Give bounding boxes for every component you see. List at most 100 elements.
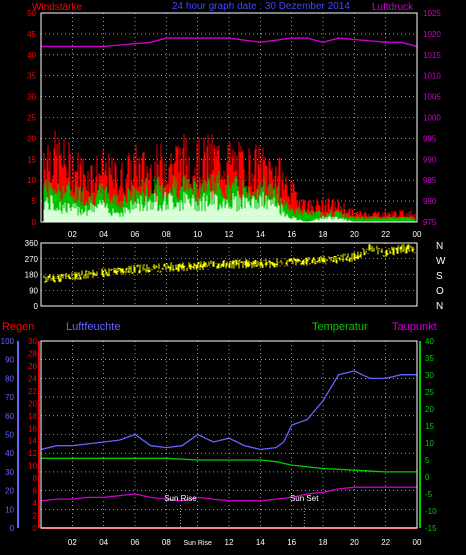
rain-y-tick-label: 4	[33, 499, 38, 508]
climate-x-tick-label: 08	[162, 538, 171, 547]
rain-y-tick-label: 22	[28, 387, 37, 396]
wind-x-tick-label: 12	[225, 230, 234, 239]
wind-y-tick-label: 5	[32, 197, 37, 206]
humidity-y-tick-label: 40	[5, 449, 14, 458]
climate-x-tick-label: Sun Rise	[183, 540, 212, 547]
temperatur-label: Temperatur	[312, 321, 368, 333]
compass-label: N	[436, 241, 443, 252]
wind-y-tick-label: 10	[27, 176, 36, 185]
temperature-y-tick-label: 30	[425, 371, 434, 380]
temperature-y-tick-label: 35	[425, 354, 434, 363]
direction-y-tick-label: 360	[25, 239, 39, 248]
climate-x-tick-label: 00	[413, 538, 422, 547]
rain-y-tick-label: 6	[33, 487, 38, 496]
direction-frame	[40, 242, 418, 307]
humidity-y-tick-label: 10	[5, 505, 14, 514]
compass-label: O	[436, 286, 444, 297]
climate-x-tick-label: 18	[319, 538, 328, 547]
temperature-line	[41, 457, 417, 473]
graph-date-title: 24 hour graph date : 30 Dezember 2014	[172, 1, 350, 12]
pressure-y-tick-label: 985	[423, 176, 437, 185]
luftdruck-title: Luftdruck	[372, 2, 414, 13]
climate-x-tick-label: 02	[68, 538, 77, 547]
wind-y-tick-label: 30	[27, 93, 36, 102]
pressure-y-tick-label: 990	[423, 155, 437, 164]
taupunkt-label: Taupunkt	[392, 321, 437, 333]
humidity-y-tick-label: 100	[1, 337, 15, 346]
climate-x-tick-label: 20	[350, 538, 359, 547]
wind-chart: 0510152025303540455097598098599099510001…	[27, 9, 441, 239]
wind-x-tick-label: 10	[193, 230, 202, 239]
humidity-line	[40, 370, 417, 451]
direction-y-tick-label: 90	[29, 286, 38, 295]
regen-label: Regen	[2, 321, 34, 333]
windstaerke-title: Windstärke	[32, 2, 82, 13]
rain-y-tick-label: 0	[33, 524, 38, 533]
climate-x-tick-label: 12	[225, 538, 234, 547]
pressure-y-tick-label: 1000	[423, 114, 441, 123]
pressure-line	[41, 37, 418, 48]
luftfeuchte-label: Luftfeuchte	[66, 321, 120, 333]
rain-y-tick-label: 10	[28, 462, 37, 471]
wind-y-tick-label: 15	[27, 155, 36, 164]
pressure-y-tick-label: 1005	[423, 93, 441, 102]
climate-x-tick-label: 04	[99, 538, 108, 547]
direction-y-tick-label: 180	[25, 271, 39, 280]
temperature-y-tick-label: 10	[425, 439, 434, 448]
sun-set-annotation: Sun Set	[290, 494, 319, 503]
pressure-y-tick-label: 980	[423, 197, 437, 206]
climate-chart: 0102030405060708090100024681012141618202…	[1, 337, 437, 547]
humidity-y-tick-label: 90	[5, 356, 14, 365]
rain-y-tick-label: 26	[28, 362, 37, 371]
humidity-y-tick-label: 60	[5, 412, 14, 421]
humidity-y-tick-label: 0	[10, 524, 15, 533]
temperature-y-tick-label: -5	[425, 490, 433, 499]
temperature-y-tick-label: -10	[425, 507, 437, 516]
compass-label: N	[436, 301, 443, 312]
temperature-y-tick-label: 25	[425, 388, 434, 397]
humidity-y-tick-label: 70	[5, 393, 14, 402]
rain-y-tick-label: 30	[28, 337, 37, 346]
rain-y-tick-label: 2	[33, 512, 38, 521]
wind-y-tick-label: 0	[32, 218, 37, 227]
climate-x-tick-label: 16	[287, 538, 296, 547]
humidity-y-tick-label: 80	[5, 374, 14, 383]
wind-x-tick-label: 00	[413, 230, 422, 239]
wind-y-tick-label: 20	[27, 134, 36, 143]
pressure-y-tick-label: 975	[423, 218, 437, 227]
pressure-y-tick-label: 1025	[423, 9, 441, 18]
humidity-y-tick-label: 50	[5, 431, 14, 440]
temperature-y-tick-label: 40	[425, 337, 434, 346]
temperature-y-tick-label: 15	[425, 422, 434, 431]
wind-y-tick-label: 50	[27, 9, 36, 18]
temperature-y-tick-label: 5	[425, 456, 430, 465]
wind-y-tick-label: 25	[27, 114, 36, 123]
wind-x-tick-label: 08	[162, 230, 171, 239]
rain-y-tick-label: 8	[33, 474, 38, 483]
humidity-y-tick-label: 20	[5, 487, 14, 496]
climate-x-tick-label: 22	[381, 538, 390, 547]
compass-label: W	[436, 256, 446, 267]
wind-frame	[40, 12, 418, 223]
temperature-y-tick-label: 20	[425, 405, 434, 414]
rain-y-tick-label: 20	[28, 399, 37, 408]
rain-y-tick-label: 14	[28, 437, 37, 446]
pressure-y-tick-label: 1010	[423, 72, 441, 81]
wind-y-tick-label: 45	[27, 30, 36, 39]
rain-y-tick-label: 28	[28, 349, 37, 358]
wind-x-tick-label: 20	[350, 230, 359, 239]
wind-x-tick-label: 22	[381, 230, 390, 239]
direction-y-tick-label: 0	[34, 302, 39, 311]
temperature-y-tick-label: 0	[425, 473, 430, 482]
rain-y-tick-label: 18	[28, 412, 37, 421]
pressure-y-tick-label: 1020	[423, 30, 441, 39]
wind-y-tick-label: 40	[27, 51, 36, 60]
rain-y-tick-label: 24	[28, 374, 37, 383]
rain-y-tick-label: 12	[28, 449, 37, 458]
pressure-y-tick-label: 1015	[423, 51, 441, 60]
wind-x-tick-label: 06	[131, 230, 140, 239]
climate-x-tick-label: 14	[256, 538, 265, 547]
wind-x-tick-label: 02	[68, 230, 77, 239]
climate-frame	[40, 340, 418, 529]
wind-x-tick-label: 14	[256, 230, 265, 239]
